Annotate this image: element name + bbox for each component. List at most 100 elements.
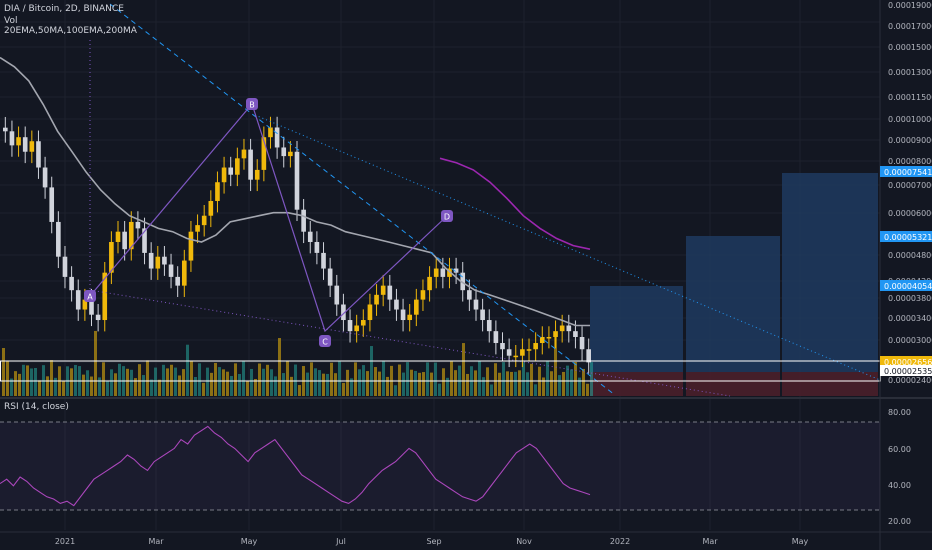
candle: [228, 167, 234, 175]
candle: [142, 228, 147, 253]
candle: [374, 294, 379, 305]
time-tick-label: 2021: [55, 537, 75, 546]
volume-bar: [318, 370, 321, 396]
volume-bar: [170, 364, 173, 396]
trend-line-support: [89, 289, 731, 397]
candle: [354, 325, 359, 332]
volume-bar: [342, 382, 345, 396]
volume-bar: [330, 362, 333, 396]
volume-bar: [482, 377, 485, 396]
price-badge-label: 0.00002656: [884, 358, 932, 367]
volume-bar: [366, 371, 369, 396]
pattern-point-label: C: [322, 338, 328, 347]
volume-bar: [414, 370, 417, 396]
volume-bar: [514, 371, 517, 396]
trend-line-upper: [109, 3, 616, 396]
volume-bar: [574, 361, 577, 396]
volume-bar: [210, 372, 213, 396]
volume-bar: [454, 370, 457, 396]
volume-bar: [290, 376, 293, 396]
candle: [407, 314, 413, 321]
volume-bar: [494, 363, 497, 396]
candle: [526, 349, 532, 351]
candle: [400, 309, 406, 321]
candle: [9, 131, 15, 146]
candle: [162, 256, 167, 265]
volume-bar: [378, 371, 381, 396]
candle: [566, 325, 572, 332]
candle: [208, 201, 214, 216]
price-badge-label: 0.00002535: [884, 367, 932, 376]
candle: [3, 127, 8, 132]
candle: [414, 299, 419, 315]
volume-bar: [266, 364, 269, 396]
candle: [274, 127, 280, 148]
candle: [56, 221, 61, 257]
volume-bar: [110, 369, 113, 396]
volume-bar: [406, 362, 409, 396]
volume-bar: [134, 378, 137, 396]
candle: [254, 169, 260, 180]
candle: [281, 147, 287, 157]
volume-bar: [154, 367, 157, 396]
volume-bar: [498, 372, 501, 396]
time-tick-label: 2022: [610, 537, 630, 546]
price-tick-label: 0.00002400: [888, 376, 932, 385]
rsi-line: [0, 425, 591, 507]
rsi-tick-label: 40.00: [888, 481, 911, 490]
candle: [288, 151, 293, 157]
pattern-point-label: B: [249, 101, 255, 110]
volume-bar: [62, 380, 65, 396]
volume-bar: [322, 373, 325, 396]
rsi-tick-label: 60.00: [888, 445, 911, 454]
candle: [486, 320, 492, 332]
volume-bar: [374, 367, 377, 396]
price-tick-label: 0.00003000: [888, 336, 932, 345]
volume-bar: [294, 364, 297, 396]
candle: [533, 343, 538, 350]
candle: [168, 264, 174, 277]
volume-bar: [446, 377, 449, 396]
time-tick-label: Mar: [702, 537, 718, 546]
time-tick-label: Nov: [516, 537, 532, 546]
candle: [155, 256, 161, 269]
price-tick-label: 0.00003400: [888, 314, 932, 323]
candle: [188, 231, 194, 261]
volume-bar: [70, 368, 73, 396]
volume-bar: [570, 369, 573, 396]
candle: [261, 137, 267, 170]
symbol-legend: DIA / Bitcoin, 2D, BINANCE: [4, 4, 124, 14]
volume-bar: [298, 385, 301, 396]
volume-bar: [282, 373, 285, 396]
volume-bar: [518, 370, 521, 396]
volume-bar: [262, 368, 265, 396]
candle: [95, 314, 101, 321]
pattern-point-marker: [441, 210, 453, 222]
candle: [506, 349, 512, 356]
candle: [473, 299, 479, 310]
price-tick-label: 0.00007000: [888, 181, 932, 190]
volume-bar: [114, 373, 117, 396]
volume-bar: [546, 360, 549, 396]
candle: [493, 331, 499, 344]
volume-bar: [258, 363, 261, 396]
volume-bar: [186, 344, 189, 396]
volume-bar: [174, 367, 177, 396]
candle: [427, 276, 432, 291]
volume-bar: [202, 382, 205, 396]
volume-bar: [286, 360, 289, 396]
volume-bar: [438, 383, 441, 396]
volume-bar: [350, 378, 353, 396]
volume-bar: [522, 362, 525, 396]
candle: [82, 299, 88, 310]
volume-bar: [582, 368, 585, 396]
volume-group: [2, 330, 593, 396]
volume-bar: [234, 363, 237, 396]
stop-box: [782, 372, 878, 396]
price-tick-label: 0.00017000: [888, 22, 932, 31]
price-tick-label: 0.00004800: [888, 251, 932, 260]
volume-bar: [190, 360, 193, 396]
candle: [520, 349, 525, 356]
candle: [387, 285, 393, 300]
